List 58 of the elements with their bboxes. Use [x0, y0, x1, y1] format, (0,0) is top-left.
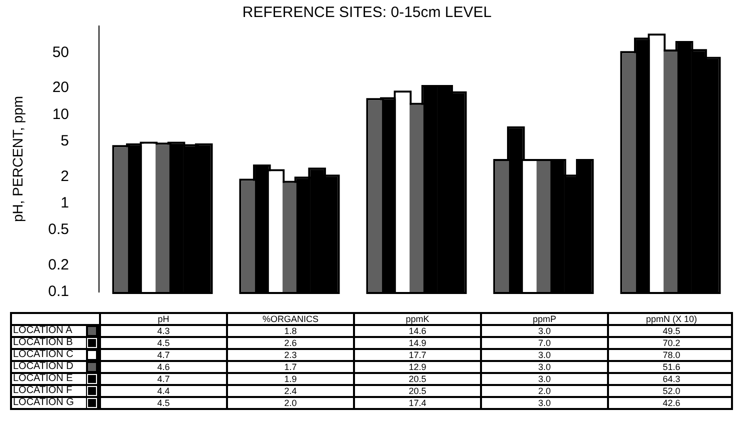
- data-label: 2.3: [284, 350, 297, 360]
- data-label: 3.0: [538, 350, 551, 360]
- y-tick-label: 2: [60, 168, 69, 185]
- y-tick-label: 20: [52, 79, 69, 96]
- data-label: 49.5: [662, 326, 680, 336]
- data-label: 1.7: [284, 362, 297, 372]
- legend-label: LOCATION A: [13, 325, 72, 336]
- data-label: 20.5: [408, 386, 426, 396]
- data-label: 52.0: [662, 386, 680, 396]
- data-label: 12.9: [408, 362, 426, 372]
- y-tick-label: 5: [60, 132, 69, 150]
- data-label: 51.6: [662, 362, 680, 372]
- data-label: 14.6: [408, 326, 426, 336]
- data-label: 4.7: [157, 374, 170, 384]
- data-label: 3.0: [538, 326, 551, 336]
- data-label: 20.5: [408, 374, 426, 384]
- data-label: 78.0: [662, 350, 680, 360]
- legend-label: LOCATION E: [13, 373, 73, 384]
- data-label: 4.7: [157, 350, 170, 360]
- data-label: 14.9: [408, 338, 426, 348]
- x-tick-label: ppmN (X 10): [646, 314, 698, 324]
- y-axis-title: pH, PERCENT, ppm: [9, 96, 26, 222]
- data-label: 7.0: [538, 338, 551, 348]
- legend-label: LOCATION B: [13, 337, 73, 348]
- legend-label: LOCATION G: [13, 397, 74, 408]
- y-tick-label: 50: [52, 44, 69, 61]
- data-label: 2.0: [284, 398, 297, 408]
- y-tick-label: 0.1: [48, 283, 69, 300]
- data-label: 2.6: [284, 338, 297, 348]
- x-tick-label: ppmK: [406, 314, 430, 324]
- data-label: 42.6: [662, 398, 680, 408]
- x-tick-label: %ORGANICS: [262, 314, 318, 324]
- data-label: 4.6: [157, 362, 170, 372]
- legend-label: LOCATION D: [13, 361, 74, 372]
- data-label: 2.0: [538, 386, 551, 396]
- y-tick-label: 0.2: [48, 256, 69, 274]
- data-label: 1.8: [284, 326, 297, 336]
- data-label: 64.3: [662, 374, 680, 384]
- data-label: 3.0: [538, 374, 551, 384]
- data-label: 4.5: [157, 338, 170, 348]
- legend-label: LOCATION F: [13, 385, 72, 396]
- data-label: 4.4: [157, 386, 170, 396]
- legend-label: LOCATION C: [13, 349, 74, 360]
- data-label: 17.4: [408, 398, 426, 408]
- data-label: 17.7: [408, 350, 426, 360]
- data-label: 3.0: [538, 362, 551, 372]
- data-label: 1.9: [284, 374, 297, 384]
- data-label: 3.0: [538, 398, 551, 408]
- data-label: 4.5: [157, 398, 170, 408]
- y-tick-label: 0.5: [48, 221, 69, 238]
- y-tick-label: 1: [60, 194, 69, 212]
- data-label: 70.2: [662, 338, 680, 348]
- x-tick-label: pH: [158, 314, 170, 324]
- chart-title: REFERENCE SITES: 0-15cm LEVEL: [242, 4, 492, 22]
- y-tick-label: 10: [52, 106, 69, 123]
- x-tick-label: ppmP: [532, 314, 556, 324]
- data-label: 2.4: [284, 386, 297, 396]
- data-label: 4.3: [157, 326, 170, 336]
